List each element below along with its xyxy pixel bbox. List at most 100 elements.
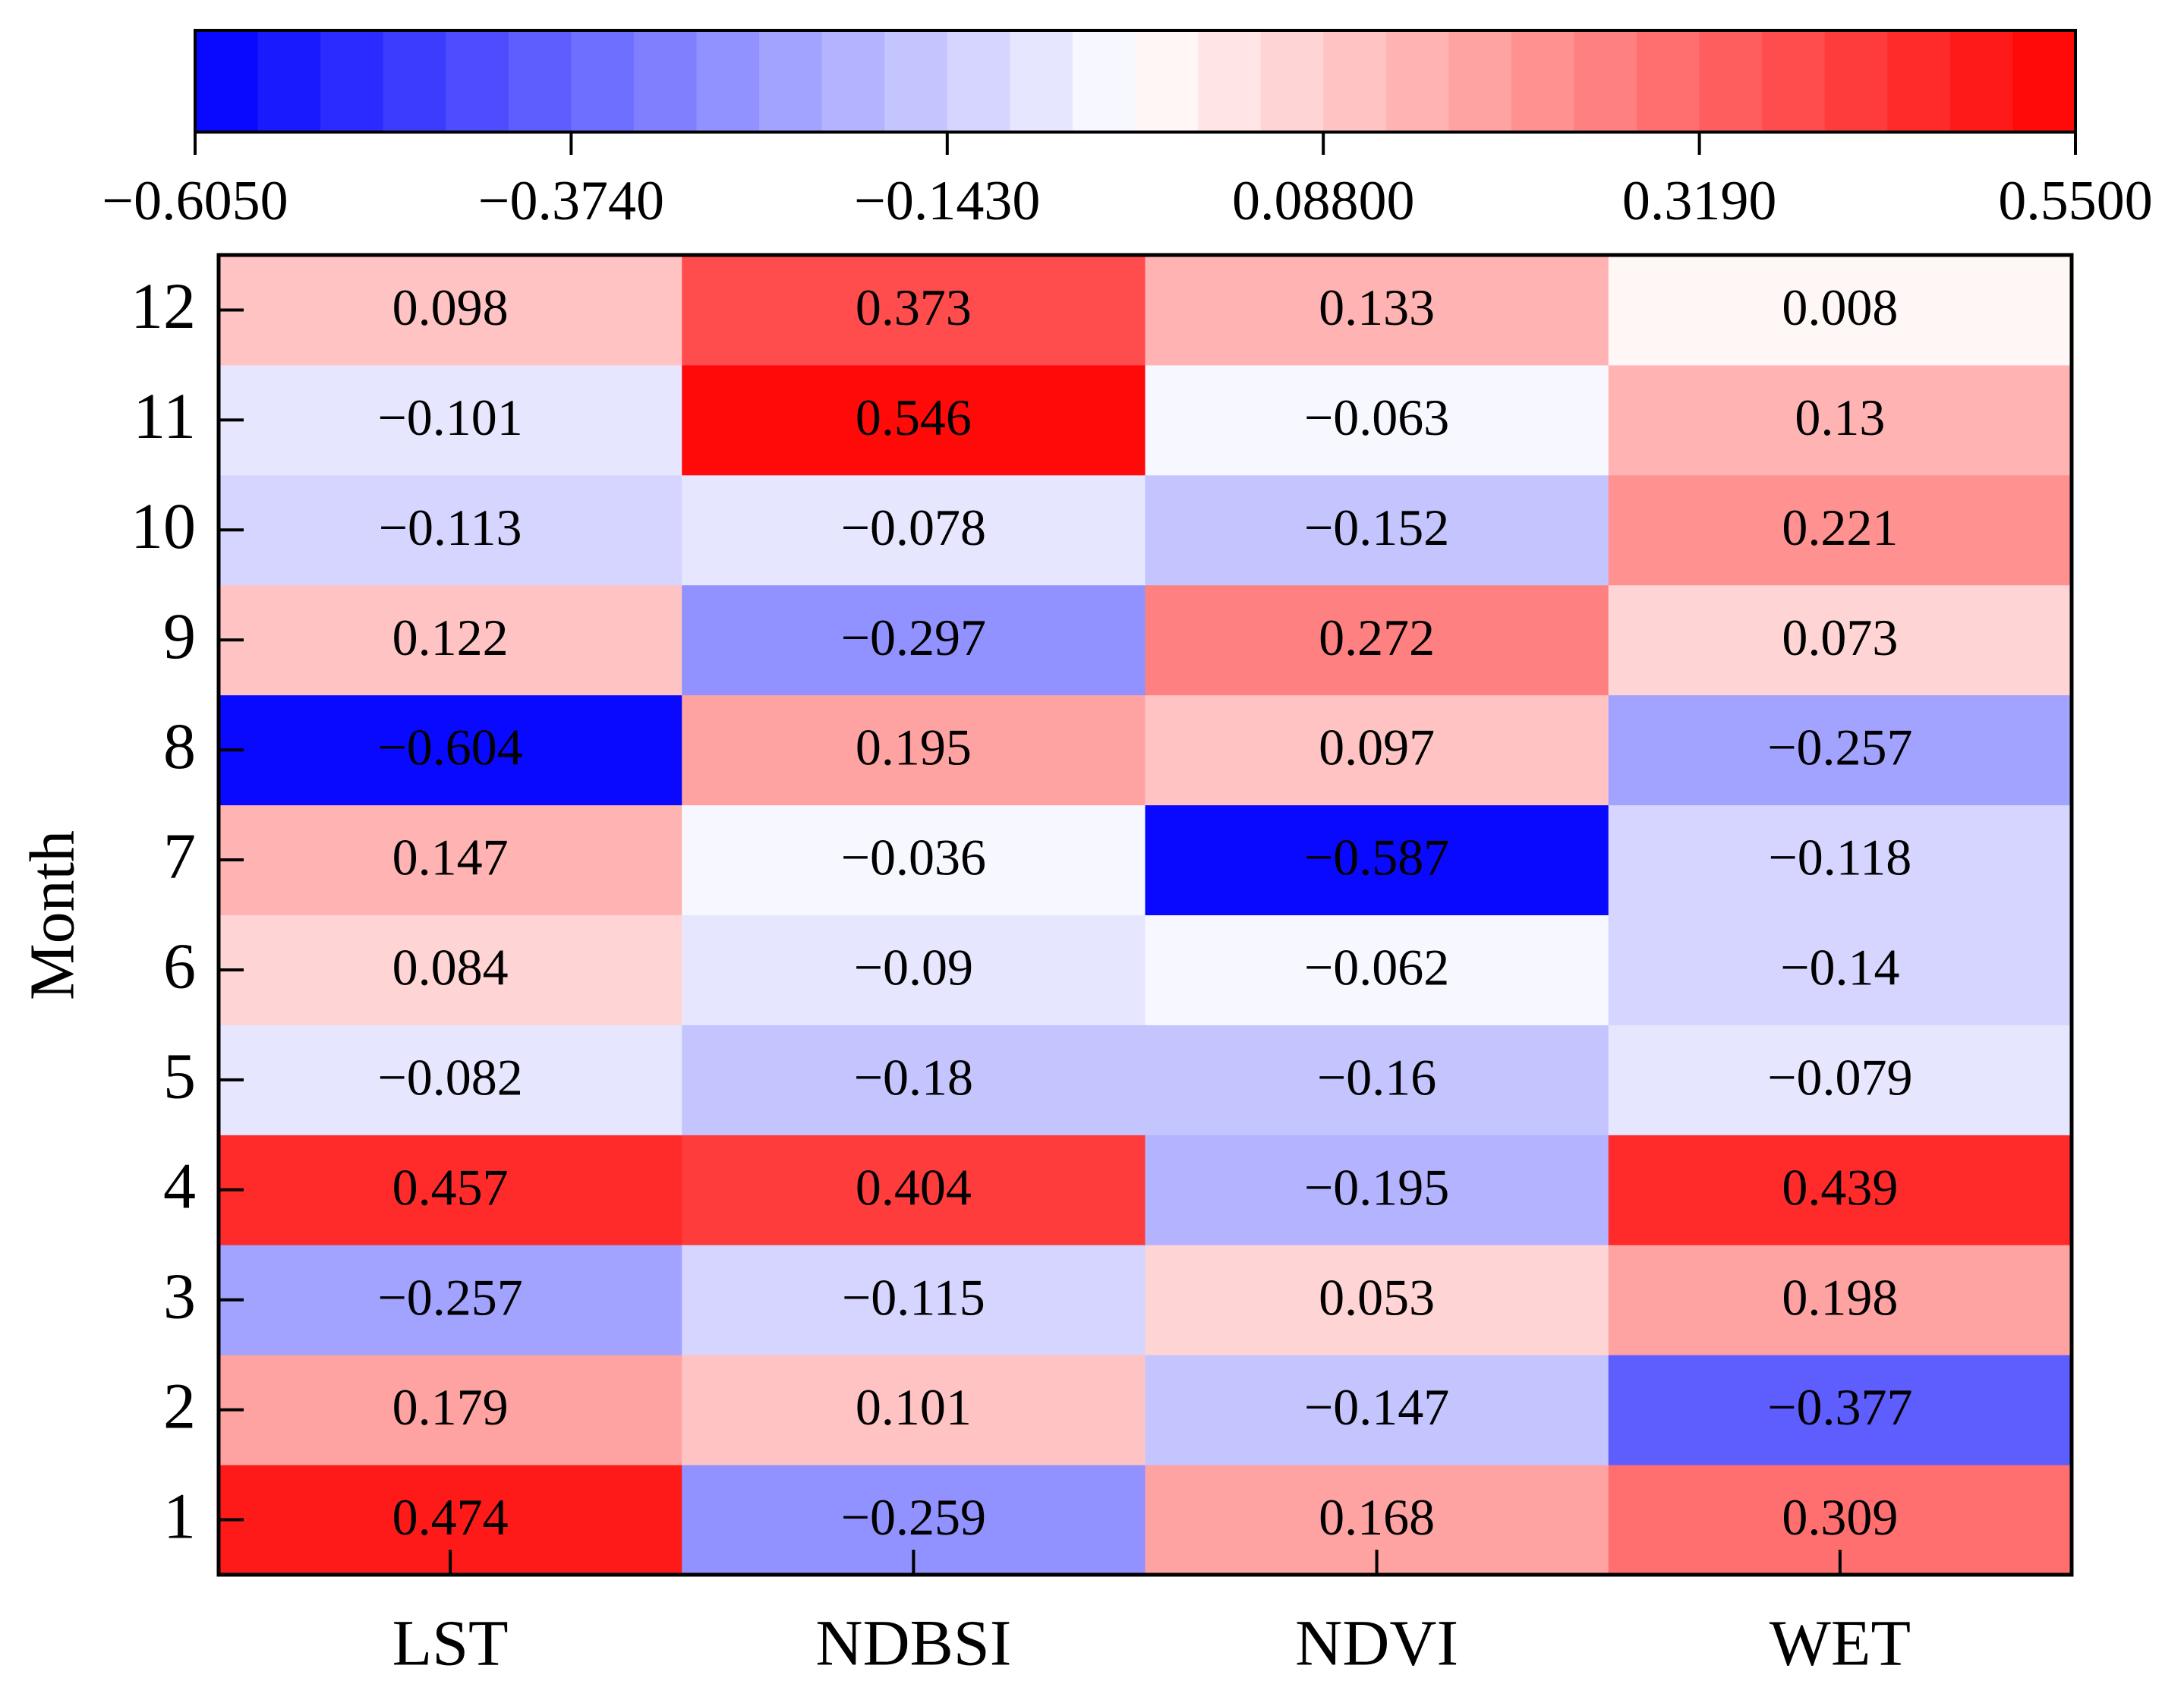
- cell-label: 0.198: [1782, 1268, 1898, 1326]
- x-tick-label: NDBSI: [815, 1607, 1011, 1679]
- heatmap-cell: [1608, 804, 2072, 915]
- y-tick-label: 10: [131, 489, 196, 562]
- heatmap-cell: [219, 584, 682, 696]
- heatmap-cell: [1145, 694, 1609, 806]
- colorbar-segment: [1699, 30, 1763, 132]
- colorbar-tick-label: −0.3740: [478, 170, 664, 232]
- y-tick-label: 6: [163, 930, 196, 1003]
- heatmap-cell: [1145, 1135, 1609, 1245]
- cell-label: 0.546: [856, 389, 972, 446]
- cell-label: 0.179: [392, 1378, 509, 1436]
- colorbar-segment: [257, 30, 321, 132]
- heatmap-cell: [1608, 255, 2072, 366]
- colorbar-segment: [1260, 30, 1324, 132]
- heatmap-cell: [682, 255, 1146, 366]
- colorbar-segment: [633, 30, 698, 132]
- cell-label: −0.101: [377, 389, 522, 446]
- colorbar-segment: [1323, 30, 1387, 132]
- heatmap-cell: [1145, 914, 1609, 1025]
- cell-label: −0.604: [377, 719, 522, 776]
- cell-label: 0.098: [392, 279, 509, 336]
- plot-frame: [216, 253, 2074, 1577]
- heatmap-cell: [1608, 1025, 2072, 1135]
- cell-label: −0.062: [1304, 939, 1449, 996]
- cell-label: −0.152: [1304, 499, 1449, 556]
- cell-label: −0.257: [1767, 719, 1912, 776]
- cell-label: 0.008: [1782, 279, 1898, 336]
- y-tick-label: 2: [163, 1369, 196, 1442]
- cell-label: −0.118: [1768, 829, 1911, 886]
- colorbar-segment: [446, 30, 509, 132]
- heatmap-cell: [1608, 474, 2072, 586]
- heatmap-cell: [1145, 255, 1609, 366]
- cell-label: 0.373: [856, 279, 972, 336]
- colorbar-segment: [2012, 30, 2076, 132]
- colorbar-segment: [1135, 30, 1199, 132]
- heatmap-cell: [682, 584, 1146, 696]
- cell-label: 0.195: [856, 719, 972, 776]
- cell-label: 0.457: [392, 1158, 509, 1216]
- heatmap-cell: [1145, 1245, 1609, 1355]
- cell-label: −0.587: [1304, 829, 1449, 886]
- cell-label: −0.036: [841, 829, 986, 886]
- x-tick-label: LST: [392, 1607, 509, 1679]
- cell-label: −0.082: [377, 1048, 522, 1106]
- heatmap-cell: [219, 804, 682, 915]
- y-tick-label: 1: [163, 1479, 196, 1552]
- colorbar-segment: [1574, 30, 1637, 132]
- colorbar-tick-label: 0.08800: [1232, 170, 1415, 232]
- cell-label: 0.084: [392, 939, 509, 996]
- colorbar-segment: [1887, 30, 1951, 132]
- colorbar-segment: [508, 30, 572, 132]
- cell-label: −0.297: [841, 609, 986, 666]
- cell-label: 0.474: [392, 1488, 509, 1546]
- cell-label: −0.09: [854, 939, 973, 996]
- cell-label: 0.272: [1319, 609, 1435, 666]
- heatmap-cell: [219, 1355, 682, 1465]
- heatmap-cell: [1145, 1355, 1609, 1465]
- heatmap-cell: [1145, 474, 1609, 586]
- colorbar-segment: [1072, 30, 1136, 132]
- colorbar-segment: [1010, 30, 1073, 132]
- heatmap-cell: [682, 694, 1146, 806]
- heatmap-cell: [1608, 914, 2072, 1025]
- colorbar-segment: [1448, 30, 1512, 132]
- heatmap-cell: [1145, 584, 1609, 696]
- cell-label: 0.053: [1319, 1268, 1435, 1326]
- heatmap-cell: [219, 474, 682, 586]
- cell-label: 0.097: [1319, 719, 1435, 776]
- heatmap-cell: [219, 1245, 682, 1355]
- cell-label: 0.168: [1319, 1488, 1435, 1546]
- cell-label: 0.439: [1782, 1158, 1898, 1216]
- x-tick-label: NDVI: [1295, 1607, 1458, 1679]
- y-tick-label: 11: [133, 379, 196, 452]
- colorbar-segment: [696, 30, 760, 132]
- cell-label: 0.309: [1782, 1488, 1898, 1546]
- heatmap-cell: [1608, 694, 2072, 806]
- cell-label: −0.063: [1304, 389, 1449, 446]
- colorbar-tick-label: 0.3190: [1622, 170, 1777, 232]
- heatmap-cell: [1608, 364, 2072, 476]
- y-tick-label: 4: [163, 1150, 196, 1223]
- colorbar-segment: [1385, 30, 1449, 132]
- heatmap-cell: [1145, 1025, 1609, 1135]
- cell-label: 0.133: [1319, 279, 1435, 336]
- cell-label: 0.101: [856, 1378, 972, 1436]
- heatmap-cell: [219, 364, 682, 476]
- colorbar-segment: [571, 30, 635, 132]
- colorbar-tick-label: −0.1430: [854, 170, 1040, 232]
- cell-label: −0.195: [1304, 1158, 1449, 1216]
- heatmap-cell: [219, 1025, 682, 1135]
- cell-label: 0.404: [856, 1158, 972, 1216]
- colorbar-segment: [1637, 30, 1700, 132]
- colorbar-segment: [1511, 30, 1574, 132]
- colorbar-segment: [195, 30, 259, 132]
- heatmap-cell: [1608, 1355, 2072, 1465]
- heatmap-cell: [1145, 364, 1609, 476]
- y-tick-label: 12: [131, 269, 196, 342]
- colorbar-segment: [759, 30, 823, 132]
- cell-label: 0.122: [392, 609, 509, 666]
- heatmap-cell: [1608, 1135, 2072, 1245]
- colorbar-tick-label: 0.5500: [1998, 170, 2153, 232]
